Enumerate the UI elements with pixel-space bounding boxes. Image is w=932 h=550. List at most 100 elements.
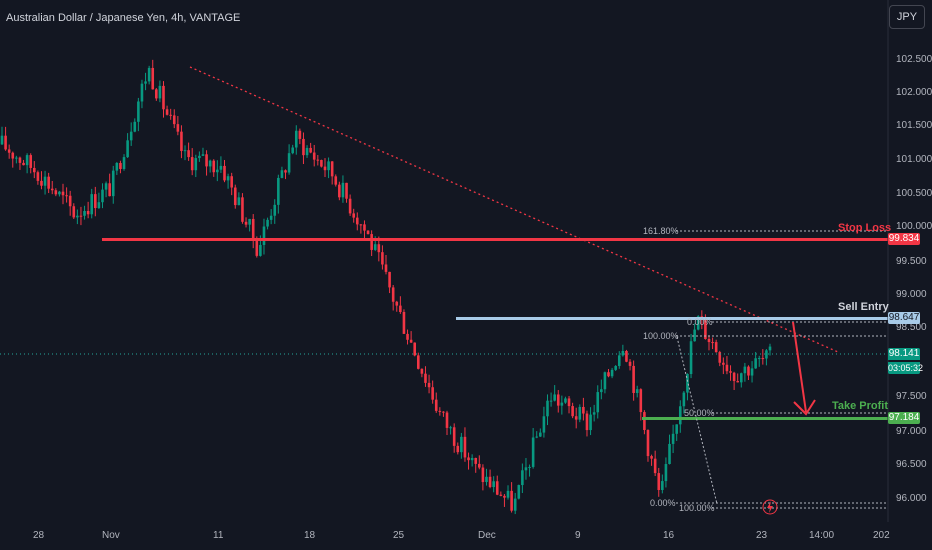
candle-body [366,230,370,235]
candle-body [564,398,567,403]
candle-body [556,394,560,406]
candle-body [381,252,384,265]
take-profit-label: Take Profit [832,400,889,412]
candle-body [736,381,740,383]
candle-body [219,165,223,170]
y-tick: 100.500 [896,188,932,199]
candle-body [255,239,259,256]
symbol-title: Australian Dollar / Japanese Yen, 4h, VA… [6,12,241,24]
candle-body [101,189,104,203]
x-tick: 16 [663,530,675,541]
candle-body [754,358,757,369]
candle-body [330,161,334,177]
y-tick: 101.500 [896,120,932,131]
x-tick: 202 [873,530,890,541]
fib-label: 50.00% [684,408,715,418]
candle-body [284,170,287,173]
lightning-icon[interactable] [762,499,778,515]
candle-body [323,166,327,171]
fib-label: 0.00% [687,317,713,327]
candle-body [463,436,467,458]
y-tick: 101.000 [896,154,932,165]
candle-body [294,130,298,148]
candle-body [165,109,169,115]
candle-body [47,176,50,189]
candle-body [696,316,700,330]
candle-body [524,467,528,471]
candle-body [481,467,485,483]
fib-label: 161.80% [643,226,679,236]
candle-body [589,414,592,431]
candle-body [689,341,693,375]
candle-body [729,371,732,373]
projection-arrow [792,321,807,413]
stop-loss-price-label: 99.834 [888,233,920,245]
lightning-bolt [767,501,773,513]
candle-body [406,333,409,340]
candle-body [137,101,140,122]
candle-body [643,412,646,431]
x-tick: 28 [33,530,45,541]
candle-body [212,160,216,173]
trendline[interactable] [189,66,839,353]
candle-body [521,470,524,486]
candle-body [513,498,517,511]
y-tick: 102.500 [896,54,932,65]
candle-body [438,410,442,412]
projection-arrowhead [793,399,816,416]
candle-body [535,436,539,438]
candle-body [707,338,711,343]
candle-body [18,157,22,163]
candle-body [162,85,165,110]
candle-body [574,416,578,420]
candle-body [370,234,373,250]
candle-body [549,400,553,402]
candle-body [262,226,266,245]
y-tick: 96.000 [896,493,927,504]
candle-body [420,368,424,374]
candle-body [201,154,205,156]
candle-body [119,162,122,169]
candle-body [424,373,427,383]
candle-body [233,187,237,206]
candle-body [176,124,180,132]
candle-body [363,224,366,231]
candle-body [402,311,406,334]
candle-body [341,182,345,198]
candle-body [528,466,531,468]
fib-connector [676,336,718,505]
candle-body [650,456,653,459]
candle-body [668,443,671,465]
y-tick: 98.500 [896,322,927,333]
candle-body [474,457,478,464]
x-tick: 9 [575,530,581,541]
candle-body [58,191,61,195]
candle-body [506,490,510,498]
candle-body [499,494,503,496]
current-price-label: 98.141 [888,348,920,360]
candle-body [0,135,4,145]
x-tick: 18 [304,530,316,541]
candle-body [765,350,768,359]
candle-body [750,368,754,376]
candle-body [287,153,291,173]
candle-body [97,202,101,209]
candle-body [646,430,650,457]
candle-body [133,121,137,132]
candle-body [65,195,68,197]
candle-body [718,352,722,363]
fib-label: 100.00% [679,503,715,513]
candle-body [269,215,273,220]
currency-button[interactable]: JPY [889,5,925,29]
candle-body [147,67,151,82]
y-tick: 102.000 [896,87,932,98]
candle-body [194,158,198,171]
candle-body [40,180,43,186]
candle-body [29,155,33,168]
candle-body [467,457,470,461]
candle-body [169,114,172,116]
candle-body [747,366,750,376]
candle-body [725,364,729,372]
candle-body [104,183,108,190]
